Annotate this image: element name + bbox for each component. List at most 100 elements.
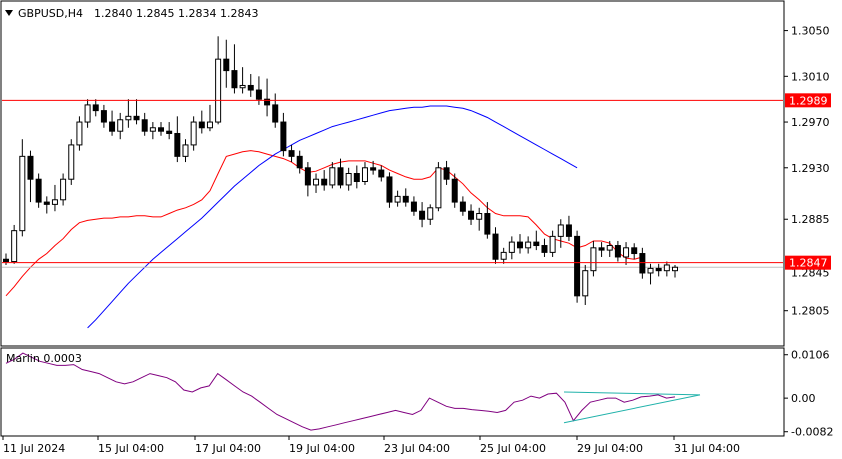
time-tick-label: 19 Jul 04:00 [289,442,355,455]
candle-body [60,178,67,201]
candle-body [100,110,107,123]
indicator-trendline [563,394,701,424]
candle-body [435,167,442,209]
candle-body [443,167,450,180]
candle-body [516,241,523,249]
time-axis: 11 Jul 2024 15 Jul 04:00 17 Jul 04:00 19 Ju… [2,436,740,455]
price-tick-label: 1.3010 [791,70,830,83]
indicator-panel [0,347,785,437]
candle-body [451,178,458,203]
horizontal-levels: 1.2989 1.2847 [2,93,831,270]
time-tick-label: 31 Jul 04:00 [674,442,740,455]
candle-body [35,178,42,203]
candle-body [647,267,654,274]
candle-body [663,264,670,272]
candle-body [247,84,254,91]
candle-body [329,167,336,186]
symbol-menu-triangle-icon[interactable] [5,10,13,16]
candle-body [500,251,507,260]
candle-body [549,235,556,253]
candle-body [304,167,311,186]
candle-body [492,233,499,260]
candle-body [623,247,630,258]
candle-body [174,132,181,157]
candle-body [280,121,287,152]
price-tick-label: 1.2930 [791,162,830,175]
indicator-label: Marlin 0.0003 [6,352,82,365]
price-tick-label: 1.3050 [791,25,830,38]
candle-body [476,213,483,220]
candle-body [459,201,466,212]
candle-body [386,176,393,203]
time-tick-label: 23 Jul 04:00 [384,442,450,455]
candle-body [11,230,18,263]
time-tick-label: 15 Jul 04:00 [98,442,164,455]
candle-body [125,115,132,121]
candle-body [264,98,271,106]
candle-body [141,119,148,132]
price-axis: 1.3050 1.3010 1.2970 1.2930 1.2885 1.2805 1.28… [2,25,831,318]
indicator-tick-label: -0.0082 [791,426,833,439]
candle-body [370,167,377,171]
candle-body [614,245,621,258]
candle-body [353,173,360,183]
candle-body [484,213,491,235]
candle-body [672,266,678,272]
candle-body [231,70,238,89]
candle-body [419,210,426,220]
candle-body [149,127,156,132]
candle-body [541,245,548,253]
candle-body [117,119,124,132]
indicator-trendline [563,391,701,396]
candle-body [92,104,99,112]
price-tick-label: 1.2805 [791,305,830,318]
candle-body [239,84,246,89]
candle-body [655,267,662,272]
candle-body [337,167,344,186]
candle-body [565,224,572,237]
candle-body [598,247,605,251]
time-tick-label: 17 Jul 04:00 [195,442,261,455]
level-price-tag [785,93,831,108]
main-panel [0,0,785,347]
candle-body [68,144,75,180]
candle-body [582,270,589,297]
candle-body [321,178,328,186]
candle-body [84,104,91,123]
candle-body [378,169,385,178]
candle-body [272,104,279,123]
candle-body [182,144,189,157]
candle-body [427,207,434,220]
candle-body [394,195,401,203]
price-tick-label: 1.2885 [791,213,830,226]
marlin-line [5,352,676,431]
candle-body [215,58,222,123]
time-tick-label: 25 Jul 04:00 [480,442,546,455]
candle-body [402,195,409,203]
candle-body [468,210,475,220]
candle-body [508,241,515,253]
indicator-tick-label: 0.0106 [791,349,830,362]
candle-body [631,247,638,255]
symbol-label: GBPUSD,H4 [18,7,83,20]
candle-body [410,201,417,212]
candle-body [190,121,197,146]
candle-body [590,247,597,272]
level-price-label: 1.2989 [789,94,828,107]
candle-body [223,58,230,72]
indicator: 0.0106 0.00 -0.0082 [5,349,833,439]
candle-body [19,155,26,232]
candle-body [533,241,540,247]
price-tick-label: 1.2970 [791,116,830,129]
time-tick-label: 11 Jul 2024 [3,442,65,455]
candle-body [288,150,295,157]
overlay-lines [2,105,783,329]
level-price-tag [785,255,831,270]
candle-body [296,155,303,169]
candle-body [606,245,613,251]
candle-body [166,130,173,134]
candle-body [158,127,165,132]
candle-body [51,199,58,205]
candle-body [525,241,532,249]
blue-ma-line [87,105,578,329]
